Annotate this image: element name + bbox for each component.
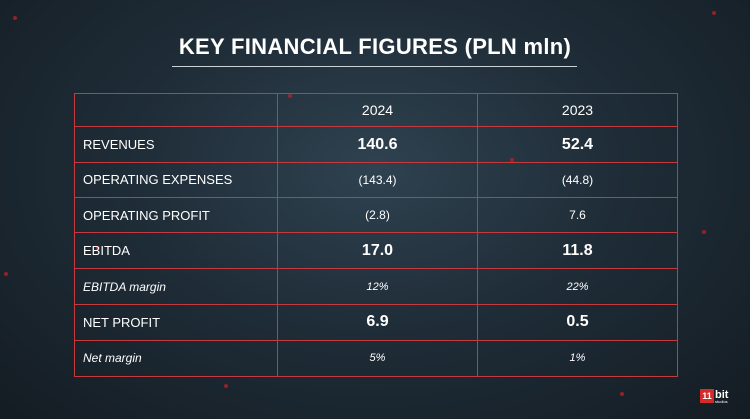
header-empty-cell — [74, 92, 278, 128]
value-2024: (143.4) — [277, 161, 478, 199]
logo-badge: 11 — [700, 389, 714, 403]
table-row-ebitda-margin: EBITDA margin 12% 22% — [74, 267, 678, 306]
row-label: NET PROFIT — [74, 304, 278, 341]
value-2023: (44.8) — [477, 161, 678, 199]
row-label: EBITDA margin — [74, 267, 278, 306]
decor-speck — [13, 16, 17, 20]
decor-speck — [702, 230, 706, 234]
table-header-row: 2024 2023 — [74, 92, 678, 128]
row-label: EBITDA — [74, 232, 278, 269]
value-2023: 7.6 — [477, 197, 678, 234]
value-2023: 1% — [477, 339, 678, 378]
value-2023: 22% — [477, 267, 678, 306]
table-row-operating-expenses: OPERATING EXPENSES (143.4) (44.8) — [74, 161, 678, 199]
value-2023: 52.4 — [477, 126, 678, 163]
logo-subtitle: studios — [715, 399, 728, 404]
header-year-2023: 2023 — [477, 92, 678, 128]
financial-figures-table: 2024 2023 REVENUES 140.6 52.4 OPERATING … — [74, 92, 678, 378]
table-row-revenues: REVENUES 140.6 52.4 — [74, 126, 678, 163]
value-2024: 6.9 — [277, 304, 478, 341]
page-title: KEY FINANCIAL FIGURES (PLN mln) — [178, 34, 572, 59]
row-label: Net margin — [74, 339, 278, 378]
value-2024: 12% — [277, 267, 478, 306]
decor-speck — [4, 272, 8, 276]
row-label: OPERATING EXPENSES — [74, 161, 278, 199]
value-2023: 0.5 — [477, 304, 678, 341]
company-logo: 11 bit studios — [700, 389, 734, 405]
decor-speck — [224, 384, 228, 388]
value-2024: 140.6 — [277, 126, 478, 163]
value-2023: 11.8 — [477, 232, 678, 269]
table-row-ebitda: EBITDA 17.0 11.8 — [74, 232, 678, 269]
row-label: REVENUES — [74, 126, 278, 163]
table-row-net-profit: NET PROFIT 6.9 0.5 — [74, 304, 678, 341]
title-underline — [172, 66, 577, 67]
table-row-net-margin: Net margin 5% 1% — [74, 339, 678, 378]
header-year-2024: 2024 — [277, 92, 478, 128]
value-2024: (2.8) — [277, 197, 478, 234]
row-label: OPERATING PROFIT — [74, 197, 278, 234]
table-row-operating-profit: OPERATING PROFIT (2.8) 7.6 — [74, 197, 678, 234]
value-2024: 17.0 — [277, 232, 478, 269]
decor-speck — [620, 392, 624, 396]
logo-name: bit — [715, 389, 729, 401]
value-2024: 5% — [277, 339, 478, 378]
decor-speck — [712, 11, 716, 15]
